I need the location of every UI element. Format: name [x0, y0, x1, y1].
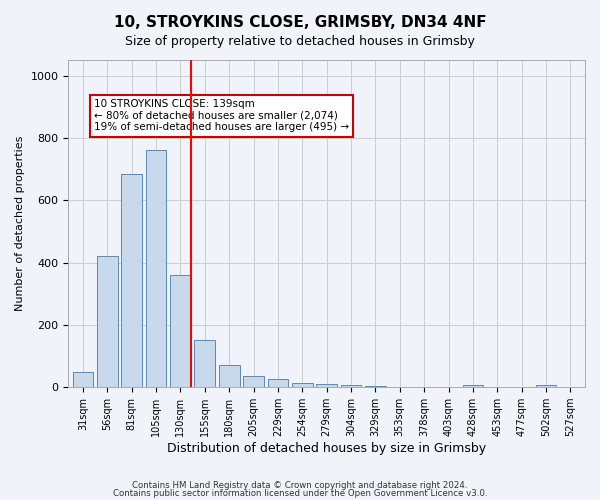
- X-axis label: Distribution of detached houses by size in Grimsby: Distribution of detached houses by size …: [167, 442, 486, 455]
- Bar: [463, 385, 483, 387]
- Bar: [341, 384, 361, 387]
- Y-axis label: Number of detached properties: Number of detached properties: [15, 136, 25, 312]
- Bar: [194, 340, 215, 387]
- Bar: [389, 386, 410, 387]
- Bar: [146, 150, 166, 387]
- Text: 10, STROYKINS CLOSE, GRIMSBY, DN34 4NF: 10, STROYKINS CLOSE, GRIMSBY, DN34 4NF: [113, 15, 487, 30]
- Bar: [536, 385, 556, 387]
- Bar: [365, 386, 386, 387]
- Text: Contains HM Land Registry data © Crown copyright and database right 2024.: Contains HM Land Registry data © Crown c…: [132, 481, 468, 490]
- Bar: [219, 366, 239, 387]
- Bar: [268, 380, 288, 387]
- Text: 10 STROYKINS CLOSE: 139sqm
← 80% of detached houses are smaller (2,074)
19% of s: 10 STROYKINS CLOSE: 139sqm ← 80% of deta…: [94, 100, 349, 132]
- Bar: [97, 256, 118, 387]
- Text: Size of property relative to detached houses in Grimsby: Size of property relative to detached ho…: [125, 35, 475, 48]
- Bar: [121, 174, 142, 387]
- Bar: [316, 384, 337, 387]
- Text: Contains public sector information licensed under the Open Government Licence v3: Contains public sector information licen…: [113, 488, 487, 498]
- Bar: [243, 376, 264, 387]
- Bar: [170, 275, 191, 387]
- Bar: [292, 382, 313, 387]
- Bar: [73, 372, 93, 387]
